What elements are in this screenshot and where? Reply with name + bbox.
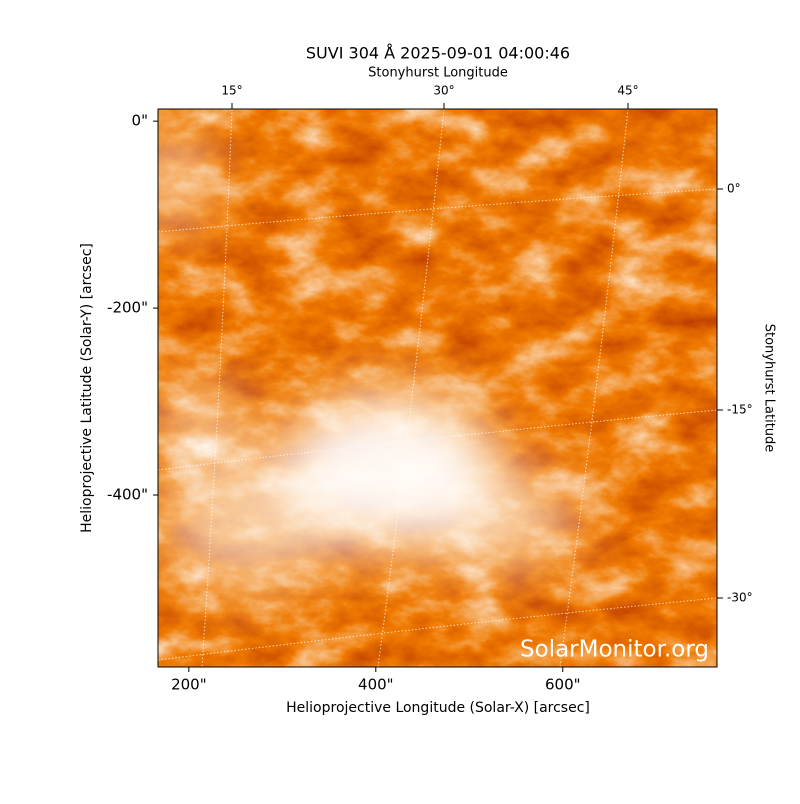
x-tick-label: 600" [545,676,581,694]
y-tick-label: -400" [107,486,148,504]
x-axis-label: Helioprojective Longitude (Solar-X) [arc… [286,700,590,716]
longitude-line [377,109,445,667]
latitude-line [158,409,717,471]
chart-title: SUVI 304 Å 2025-09-01 04:00:46 [306,44,570,63]
axes-frame [157,108,718,668]
solar-image [158,109,717,667]
x2-tick-label: 30° [433,84,454,98]
stonyhurst-grid [158,109,717,667]
y2-axis-label: Stonyhurst Latitude [762,324,777,453]
x2-tick-label: 45° [617,84,638,98]
watermark: SolarMonitor.org [520,637,709,663]
x-tick-label: 400" [358,676,394,694]
x-tick-label: 200" [171,676,207,694]
latitude-line [158,188,717,233]
x2-tick-label: 15° [221,84,242,98]
y2-tick-label: -15° [727,403,753,417]
longitude-line [559,109,629,667]
y-tick-label: -200" [107,299,148,317]
y-tick-label: 0" [132,112,148,130]
y2-tick-label: 0° [727,182,741,196]
latitude-line [158,597,717,661]
x2-axis-label: Stonyhurst Longitude [368,66,508,81]
longitude-line [201,109,233,667]
bright-region [158,130,580,590]
y-axis-label: Helioprojective Latitude (Solar-Y) [arcs… [79,243,95,533]
y2-tick-label: -30° [727,591,753,605]
